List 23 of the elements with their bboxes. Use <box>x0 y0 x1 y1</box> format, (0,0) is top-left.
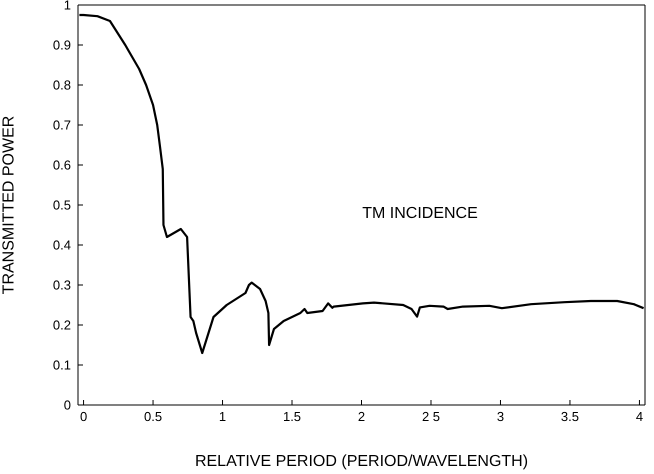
x-tick-label: 2 <box>358 409 366 424</box>
x-tick-label: 4 <box>636 409 644 424</box>
x-tick-label: 0 <box>80 409 88 424</box>
y-axis-title: TRANSMITTED POWER <box>0 116 18 294</box>
y-tick-label: 0 <box>64 398 71 413</box>
y-tick-label: 0.2 <box>52 318 71 333</box>
y-tick-label: 0.3 <box>52 278 71 293</box>
y-tick-label: 0.4 <box>52 238 71 253</box>
y-tick-label: 1 <box>64 0 71 13</box>
y-tick-label: 0.7 <box>52 118 71 133</box>
x-tick-label: 1.5 <box>282 409 302 424</box>
x-tick-label: 3 <box>496 409 504 424</box>
y-tick-label: 0.1 <box>52 358 71 373</box>
x-tick-label: 3.5 <box>560 409 579 424</box>
x-tick-label: 2 5 <box>422 409 440 424</box>
y-tick-label: 0.8 <box>52 78 71 93</box>
x-tick-label: 1 <box>218 409 226 424</box>
x-tick-label: 0.5 <box>144 409 162 424</box>
annotation: TM INCIDENCE <box>362 205 478 222</box>
x-axis-title: RELATIVE PERIOD (PERIOD/WAVELENGTH) <box>194 453 528 470</box>
y-tick-label: 0.5 <box>52 198 71 213</box>
y-tick-label: 0.6 <box>52 158 71 173</box>
y-tick-label: 0.9 <box>52 38 71 53</box>
